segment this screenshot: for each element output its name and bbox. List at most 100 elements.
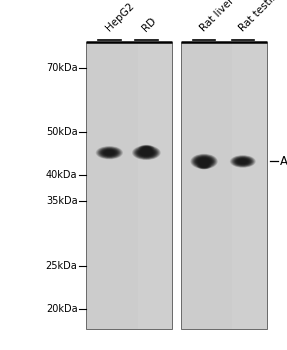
Text: 35kDa: 35kDa (46, 196, 77, 206)
Ellipse shape (203, 166, 205, 167)
Ellipse shape (234, 157, 251, 166)
Text: 25kDa: 25kDa (46, 261, 77, 271)
Ellipse shape (143, 147, 150, 149)
Bar (86, 42, 172, 329)
Ellipse shape (144, 152, 148, 154)
Bar (138, 42, 172, 329)
Text: Rat testis: Rat testis (237, 0, 279, 33)
Ellipse shape (105, 150, 114, 155)
Ellipse shape (135, 147, 158, 159)
Text: ABHD5: ABHD5 (280, 155, 287, 168)
Ellipse shape (241, 161, 245, 162)
Ellipse shape (146, 152, 147, 153)
Ellipse shape (108, 152, 110, 153)
Ellipse shape (140, 145, 153, 151)
Text: 40kDa: 40kDa (46, 170, 77, 180)
Ellipse shape (98, 147, 121, 159)
Ellipse shape (197, 163, 211, 169)
Ellipse shape (200, 159, 208, 163)
Ellipse shape (242, 161, 244, 162)
Ellipse shape (102, 149, 117, 156)
Ellipse shape (236, 158, 250, 165)
Ellipse shape (239, 160, 246, 163)
Ellipse shape (231, 155, 255, 167)
Ellipse shape (141, 150, 151, 155)
Ellipse shape (201, 164, 208, 168)
Ellipse shape (192, 155, 216, 168)
Ellipse shape (142, 146, 151, 150)
Ellipse shape (233, 157, 252, 166)
Ellipse shape (106, 151, 113, 154)
Text: RD: RD (141, 15, 158, 33)
Text: Rat liver: Rat liver (198, 0, 236, 33)
Ellipse shape (141, 146, 151, 150)
Ellipse shape (197, 163, 212, 169)
Ellipse shape (101, 149, 118, 157)
Ellipse shape (201, 160, 207, 163)
Ellipse shape (143, 147, 150, 149)
Ellipse shape (199, 164, 210, 169)
Ellipse shape (144, 151, 149, 154)
Ellipse shape (140, 146, 152, 150)
Ellipse shape (203, 166, 205, 167)
Text: 70kDa: 70kDa (46, 63, 77, 73)
Ellipse shape (203, 161, 205, 162)
Ellipse shape (140, 149, 153, 156)
Ellipse shape (144, 147, 149, 149)
Ellipse shape (145, 147, 148, 149)
Ellipse shape (139, 145, 154, 151)
Ellipse shape (143, 151, 150, 155)
Ellipse shape (199, 159, 209, 164)
Text: 20kDa: 20kDa (46, 304, 77, 314)
Ellipse shape (200, 164, 208, 168)
Ellipse shape (199, 164, 209, 168)
Ellipse shape (133, 146, 160, 160)
Ellipse shape (199, 159, 210, 164)
Ellipse shape (232, 156, 254, 167)
Ellipse shape (240, 160, 245, 163)
Bar (181, 42, 267, 329)
Ellipse shape (194, 156, 214, 167)
Ellipse shape (230, 155, 256, 168)
Ellipse shape (104, 150, 115, 155)
Ellipse shape (144, 147, 149, 149)
Ellipse shape (201, 165, 207, 167)
Ellipse shape (202, 160, 206, 162)
Ellipse shape (238, 159, 248, 164)
Ellipse shape (196, 157, 212, 166)
Ellipse shape (98, 147, 120, 158)
Ellipse shape (138, 145, 154, 151)
Ellipse shape (141, 146, 152, 150)
Ellipse shape (139, 145, 154, 151)
Ellipse shape (96, 146, 123, 159)
Text: HepG2: HepG2 (104, 1, 136, 33)
Bar (232, 42, 267, 329)
Ellipse shape (197, 158, 211, 166)
Ellipse shape (198, 163, 210, 169)
Ellipse shape (190, 154, 218, 169)
Ellipse shape (107, 151, 112, 154)
Ellipse shape (193, 155, 215, 168)
Ellipse shape (99, 148, 119, 158)
Ellipse shape (138, 148, 155, 157)
Ellipse shape (108, 152, 111, 154)
Ellipse shape (201, 165, 207, 167)
Ellipse shape (238, 159, 247, 163)
Ellipse shape (202, 165, 206, 167)
Ellipse shape (141, 150, 152, 156)
Ellipse shape (139, 149, 154, 156)
Ellipse shape (237, 159, 249, 164)
Ellipse shape (197, 163, 211, 169)
Ellipse shape (235, 158, 251, 165)
Ellipse shape (103, 149, 116, 156)
Ellipse shape (232, 156, 253, 167)
Text: 50kDa: 50kDa (46, 127, 77, 138)
Ellipse shape (136, 147, 157, 158)
Ellipse shape (97, 147, 122, 159)
Ellipse shape (199, 164, 209, 168)
Ellipse shape (100, 148, 119, 157)
Ellipse shape (195, 156, 213, 167)
Ellipse shape (198, 158, 210, 165)
Ellipse shape (132, 145, 161, 160)
Ellipse shape (191, 154, 217, 169)
